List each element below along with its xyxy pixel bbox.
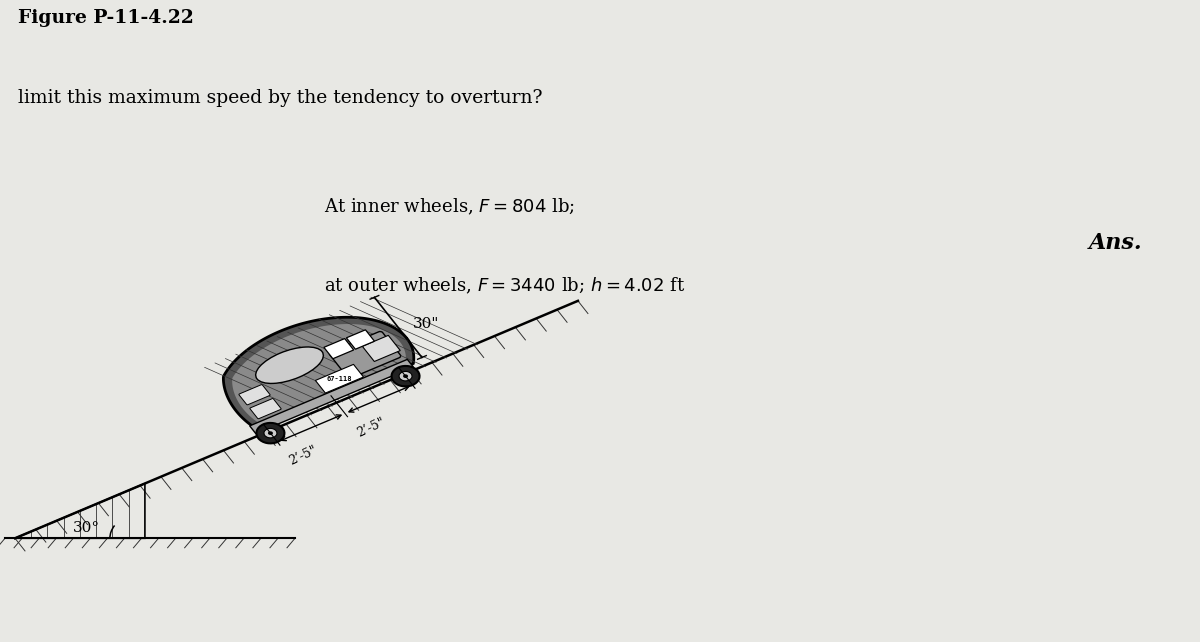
Text: 67-118: 67-118 xyxy=(326,376,353,382)
Ellipse shape xyxy=(256,347,323,383)
Circle shape xyxy=(264,428,277,438)
Circle shape xyxy=(268,431,272,435)
Text: 2’-5": 2’-5" xyxy=(355,415,386,440)
Circle shape xyxy=(257,423,284,444)
Text: Figure P-11-4.22: Figure P-11-4.22 xyxy=(18,9,193,27)
FancyBboxPatch shape xyxy=(316,365,364,393)
FancyBboxPatch shape xyxy=(362,335,401,361)
Text: at outer wheels, $F = 3440$ lb; $h = 4.02$ ft: at outer wheels, $F = 3440$ lb; $h = 4.0… xyxy=(324,276,685,297)
Text: 30": 30" xyxy=(413,317,439,331)
Circle shape xyxy=(400,372,412,381)
Text: 2’-5": 2’-5" xyxy=(287,444,319,468)
FancyBboxPatch shape xyxy=(250,399,281,419)
Polygon shape xyxy=(223,317,414,429)
FancyBboxPatch shape xyxy=(329,331,401,378)
Circle shape xyxy=(403,374,408,378)
FancyBboxPatch shape xyxy=(250,360,413,433)
Circle shape xyxy=(391,366,420,386)
Text: limit this maximum speed by the tendency to overturn?: limit this maximum speed by the tendency… xyxy=(18,89,542,107)
FancyBboxPatch shape xyxy=(324,338,354,359)
Text: At inner wheels, $F = 804$ lb;: At inner wheels, $F = 804$ lb; xyxy=(324,196,575,217)
FancyBboxPatch shape xyxy=(347,330,374,349)
Polygon shape xyxy=(232,324,406,425)
Text: Ans.: Ans. xyxy=(1090,232,1142,254)
Text: 30°: 30° xyxy=(73,521,100,535)
FancyBboxPatch shape xyxy=(239,385,270,405)
